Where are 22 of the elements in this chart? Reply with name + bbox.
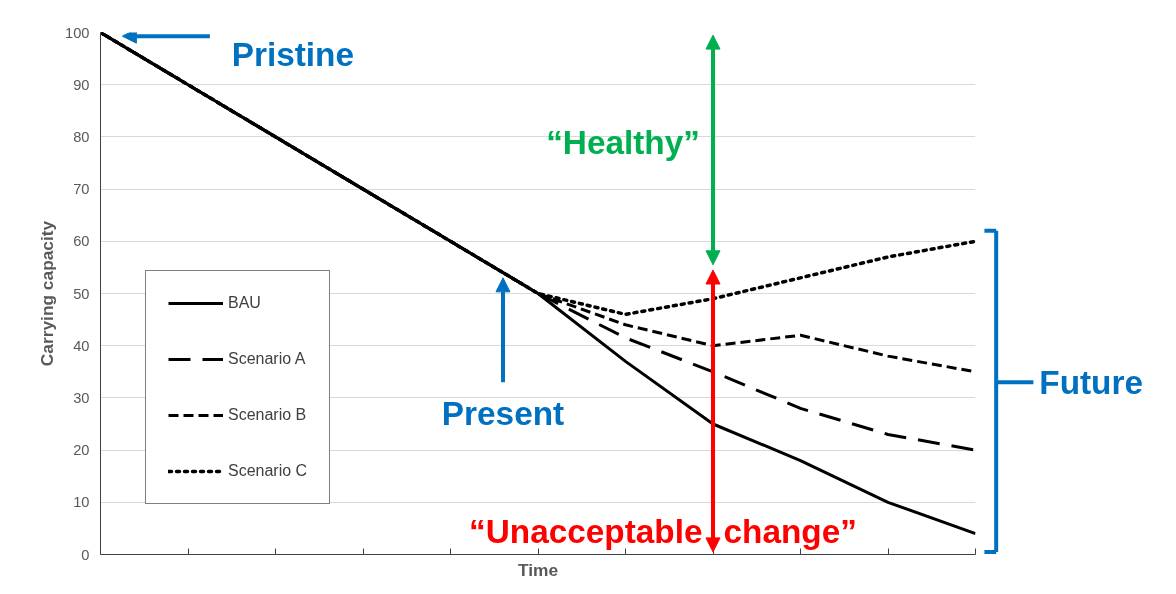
legend-label: Scenario A <box>228 350 306 368</box>
y-tick-label: 0 <box>81 546 90 563</box>
legend-label: Scenario C <box>228 462 308 480</box>
y-tick-label: 10 <box>73 494 90 511</box>
annotation: Pristine <box>231 36 354 74</box>
y-tick-label: 60 <box>73 233 90 250</box>
y-tick-label: 40 <box>73 337 90 354</box>
y-tick-label: 90 <box>73 76 90 93</box>
annotation: “Unacceptable change” <box>469 512 857 550</box>
y-tick-label: 30 <box>73 389 90 406</box>
y-tick-label: 100 <box>65 24 90 41</box>
y-tick-label: 70 <box>73 181 90 198</box>
legend-label: Scenario B <box>228 406 307 424</box>
legend-label: BAU <box>228 294 261 312</box>
x-axis-title: Time <box>517 559 559 580</box>
text: Future <box>1039 363 1143 401</box>
y-tick-label: 50 <box>73 285 90 302</box>
y-axis-title: Carrying capacity <box>37 220 58 367</box>
y-tick-label: 80 <box>73 128 90 145</box>
annotation: Present <box>441 395 565 433</box>
y-tick-label: 20 <box>73 442 90 459</box>
annotation: “Healthy” <box>546 123 700 161</box>
